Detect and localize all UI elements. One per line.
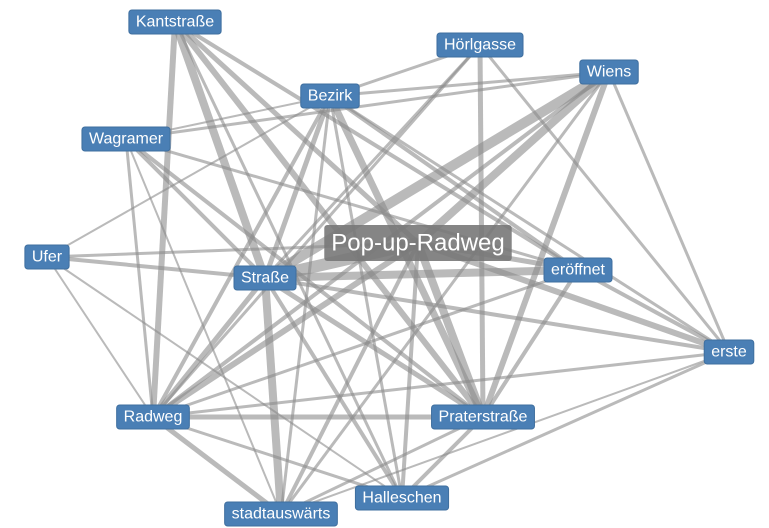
node-label: Ufer [32, 249, 63, 266]
edge [607, 71, 731, 353]
edge [152, 415, 403, 500]
edge [46, 256, 154, 418]
edge [478, 44, 731, 353]
node-box [431, 404, 535, 430]
node-box [24, 244, 70, 270]
node-label: Straße [241, 270, 289, 287]
edge [46, 95, 331, 258]
node: Pop-up-Radweg [324, 225, 512, 261]
edge [415, 69, 612, 246]
edge [124, 138, 155, 418]
node: Halleschen [354, 485, 450, 511]
node-label: stadtauswärts [232, 506, 331, 523]
node: erste [703, 339, 755, 365]
node: stadtauswärts [224, 501, 338, 527]
node-box [324, 225, 512, 261]
node-label: Halleschen [362, 490, 441, 507]
node: Wagramer [81, 126, 171, 152]
node-label: erste [711, 344, 747, 361]
edge [152, 268, 579, 419]
node-label: Bezirk [308, 88, 353, 105]
nodes: Kantstraße Hörlgasse Wiens Bezirk Wagramer Uf… [24, 9, 755, 527]
edge [417, 240, 730, 355]
edge [328, 95, 404, 499]
edge [400, 415, 485, 500]
node: Hörlgasse [436, 32, 524, 58]
edges [46, 20, 731, 516]
edge [151, 415, 283, 516]
edge [280, 415, 484, 516]
node-box [128, 9, 222, 35]
node-label: Wiens [587, 64, 631, 81]
edge [124, 137, 267, 280]
edge [262, 67, 612, 283]
edge [264, 276, 730, 354]
node-label: eröffnet [551, 262, 606, 279]
edge [151, 276, 267, 419]
node-box [300, 83, 360, 109]
node-box [543, 257, 613, 283]
edge [401, 350, 730, 500]
node-box [436, 32, 524, 58]
edge [481, 268, 580, 419]
edge [261, 277, 285, 515]
edge [46, 256, 403, 499]
node: Wiens [579, 59, 639, 85]
edge [152, 350, 730, 419]
node: Radweg [116, 404, 190, 430]
node-box [354, 485, 450, 511]
node-box [116, 404, 190, 430]
node-label: Wagramer [89, 131, 164, 148]
edge [172, 20, 486, 419]
node-label: Kantstraße [136, 14, 214, 31]
node: Straße [233, 265, 297, 291]
edge [279, 242, 420, 515]
node-box [224, 501, 338, 527]
edge [329, 94, 730, 354]
node-box [703, 339, 755, 365]
edge [577, 268, 730, 354]
node: Praterstraße [431, 404, 535, 430]
edge [151, 44, 482, 418]
edge [329, 70, 610, 98]
edge [328, 94, 580, 272]
edge [263, 276, 404, 500]
node: Bezirk [300, 83, 360, 109]
node: Ufer [24, 244, 70, 270]
edge [125, 70, 610, 141]
node: eröffnet [543, 257, 613, 283]
edge [264, 266, 579, 282]
edge [263, 275, 485, 420]
node-box [81, 126, 171, 152]
node: Kantstraße [128, 9, 222, 35]
edge [480, 70, 612, 419]
node-label: Radweg [124, 409, 183, 426]
node-label: Pop-up-Radweg [331, 230, 504, 257]
edge [279, 71, 611, 515]
node-label: Hörlgasse [444, 37, 516, 54]
edge [150, 21, 178, 418]
node-box [233, 265, 297, 291]
node-label: Praterstraße [439, 409, 528, 426]
node-box [579, 59, 639, 85]
edge [46, 255, 266, 280]
